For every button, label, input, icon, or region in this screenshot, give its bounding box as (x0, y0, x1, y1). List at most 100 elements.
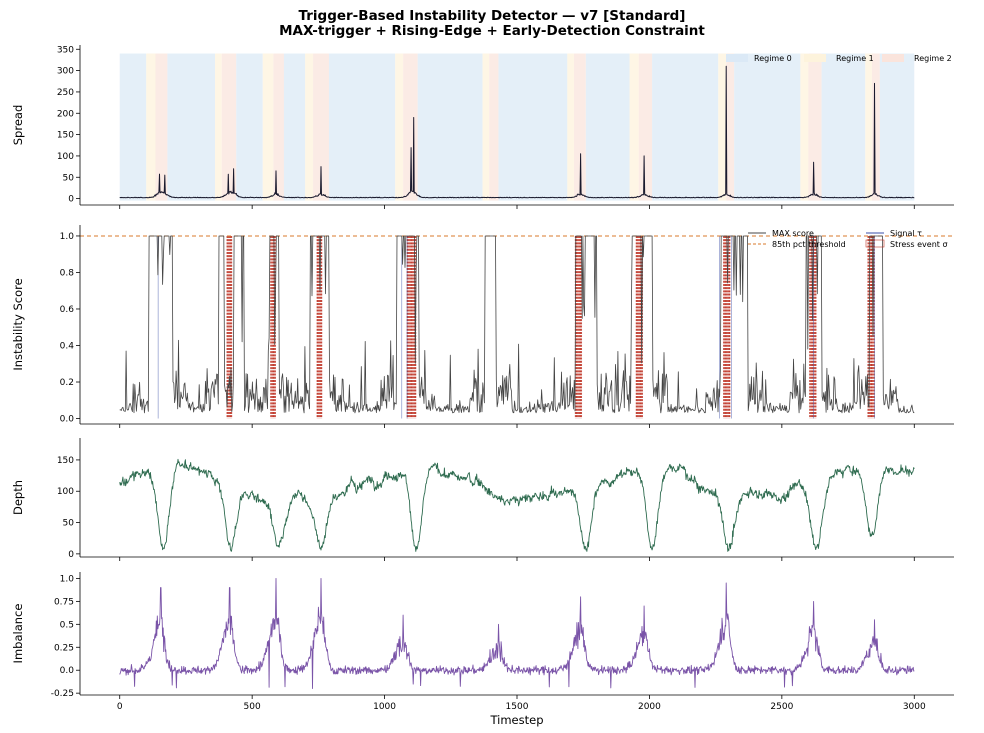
regime-band (567, 53, 574, 201)
regime-band (808, 53, 822, 201)
y-tick-label: 300 (57, 67, 74, 77)
regime-band (629, 53, 639, 201)
stress-event-band (723, 235, 731, 419)
regime-band (800, 53, 809, 201)
regime-band (871, 53, 880, 201)
panel-depth (119, 458, 915, 552)
legend-label: 85th pct threshold (772, 240, 846, 249)
y-tick-label: 0 (68, 195, 74, 205)
panel-2-axes: 0 50 100 150 Depth (11, 438, 954, 561)
regime-band (119, 53, 147, 201)
y-tick-label: 100 (57, 152, 74, 162)
legend-label: Signal τ (890, 229, 922, 238)
y-axis-label: Depth (11, 480, 25, 515)
regime-band (146, 53, 156, 201)
regime-band (273, 53, 284, 201)
legend-swatch (865, 239, 885, 248)
regime-band (638, 53, 653, 201)
legend-label: MAX score (772, 229, 814, 238)
legend-swatch (726, 54, 748, 62)
y-tick-label: 1.0 (60, 232, 75, 242)
panel-1-axes: 0.0 0.2 0.4 0.6 0.8 1.0 Instability Score (11, 225, 954, 428)
regime-band (821, 53, 866, 201)
regime-band (489, 53, 499, 201)
panel-3-axes: -0.25 0.0 0.25 0.5 0.75 1.0 0 500 1000 1500 2000 25… (11, 572, 954, 727)
regime-band (879, 53, 915, 201)
regime-band (313, 53, 329, 201)
y-tick-label: 0.75 (54, 597, 74, 607)
depth-series-line (119, 458, 915, 552)
y-tick-label: 0.25 (54, 643, 74, 653)
panel-imbalance (119, 577, 915, 689)
chart-title-line2: MAX-trigger + Rising-Edge + Early-Detect… (279, 23, 705, 39)
y-tick-label: -0.25 (51, 689, 74, 699)
regime-band (155, 53, 168, 201)
regime-band (283, 53, 306, 201)
regime-band (328, 53, 396, 201)
y-tick-label: 250 (57, 88, 74, 98)
y-tick-label: 200 (57, 109, 74, 119)
regime-band (215, 53, 222, 201)
chart-title-line1: Trigger-Based Instability Detector — v7 … (298, 8, 686, 24)
legend-label: Stress event σ (890, 240, 948, 249)
y-tick-label: 50 (63, 519, 75, 529)
y-tick-label: 50 (63, 173, 75, 183)
x-tick-label: 1000 (373, 702, 396, 712)
y-tick-label: 0.0 (60, 415, 75, 425)
y-axis-label: Instability Score (11, 278, 25, 370)
panel-spread: Regime 0 Regime 1 Regime 2 (119, 53, 952, 201)
y-tick-label: 100 (57, 487, 74, 497)
regime-band (236, 53, 263, 201)
y-tick-label: 0 (68, 550, 74, 560)
legend-label: Regime 1 (836, 54, 874, 63)
y-tick-label: 1.0 (60, 574, 75, 584)
regime-band (865, 53, 872, 201)
instability-legend: MAX score 85th pct threshold Signal τ Stres… (748, 229, 948, 249)
regime-band (167, 53, 216, 201)
y-tick-label: 350 (57, 45, 74, 55)
regime-band (221, 53, 237, 201)
x-tick-label: 2000 (638, 702, 661, 712)
y-tick-label: 0.6 (60, 305, 75, 315)
legend-swatch (882, 54, 904, 62)
y-tick-label: 0.2 (60, 378, 74, 388)
regime-band (652, 53, 719, 201)
y-tick-label: 150 (57, 456, 74, 466)
y-tick-label: 150 (57, 131, 74, 141)
panel-0-axes: 0 50 100 150 200 250 300 350 Spread (11, 45, 954, 209)
x-tick-label: 2500 (770, 702, 793, 712)
y-axis-label: Imbalance (11, 604, 25, 664)
imbalance-series-line (119, 577, 915, 689)
regime-band (395, 53, 404, 201)
regime-band (498, 53, 568, 201)
y-tick-label: 0.4 (60, 341, 75, 351)
regime-band (585, 53, 630, 201)
x-tick-label: 0 (117, 702, 123, 712)
regime-band (734, 53, 801, 201)
stress-event-band (574, 235, 583, 419)
spread-series-line (119, 65, 915, 199)
y-tick-label: 0.0 (60, 666, 75, 676)
panel-instability: MAX score 85th pct threshold Signal τ Stres… (80, 229, 954, 419)
y-axis-label: Spread (11, 105, 25, 146)
regime-band (305, 53, 314, 201)
max-score-line (119, 235, 915, 414)
regime-band (417, 53, 483, 201)
x-tick-label: 1500 (506, 702, 529, 712)
legend-label: Regime 0 (754, 54, 792, 63)
legend-label: Regime 2 (914, 54, 952, 63)
legend-swatch (804, 54, 826, 62)
regime-legend: Regime 0 Regime 1 Regime 2 (726, 54, 952, 63)
x-tick-label: 3000 (903, 702, 926, 712)
x-axis-label: Timestep (489, 713, 543, 727)
regime-band (482, 53, 490, 201)
y-tick-label: 0.5 (60, 620, 74, 630)
y-tick-label: 0.8 (60, 268, 75, 278)
x-tick-label: 500 (244, 702, 261, 712)
regime-band (726, 53, 735, 201)
regime-band (718, 53, 727, 201)
regime-band (573, 53, 586, 201)
regime-band (262, 53, 274, 201)
